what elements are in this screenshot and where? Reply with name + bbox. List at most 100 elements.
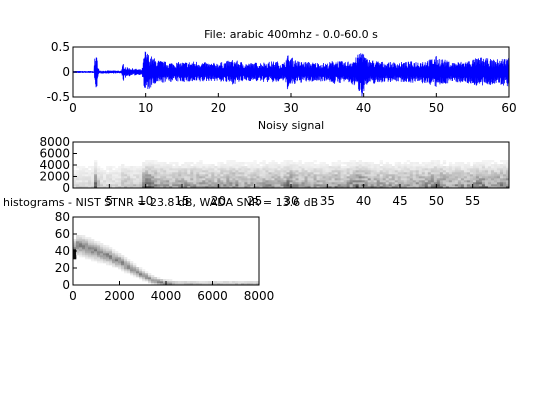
spectrogram-cell — [349, 164, 353, 167]
spectrogram-cell — [214, 184, 218, 187]
spectrogram-cell — [421, 176, 426, 179]
spectrogram-cell — [334, 182, 338, 185]
spectrogram-cell — [397, 180, 402, 183]
spectrogram-cell — [388, 168, 393, 171]
spectrogram-cell — [226, 162, 230, 165]
histogram-cell — [148, 277, 152, 280]
spectrogram-cell — [385, 178, 390, 181]
spectrogram-cell — [403, 176, 408, 179]
spectrogram-cell — [271, 182, 275, 185]
spectrogram-cell — [190, 172, 194, 175]
spectrogram-cell — [505, 186, 510, 189]
histogram-ytick-label: 60 — [55, 227, 70, 241]
spectrogram-cell — [253, 164, 257, 167]
spectrogram-ytick-label: 8000 — [39, 135, 70, 149]
spectrogram-cell — [148, 176, 152, 179]
spectrogram-cell — [265, 186, 269, 189]
spectrogram-cell — [244, 182, 248, 185]
spectrogram-cell — [442, 182, 447, 185]
spectrogram-cell — [316, 184, 320, 187]
spectrogram-cell — [343, 162, 347, 165]
histogram-cell — [232, 283, 236, 286]
spectrogram-cell — [115, 178, 119, 181]
histogram-cell — [85, 249, 89, 252]
spectrogram-cell — [493, 178, 498, 181]
spectrogram-cell — [292, 174, 296, 177]
spectrogram-cell — [427, 172, 432, 175]
spectrogram-cell — [376, 170, 381, 173]
spectrogram-cell — [343, 184, 347, 187]
histogram-cell — [91, 255, 95, 258]
spectrogram-cell — [355, 176, 359, 179]
spectrogram-cell — [298, 174, 302, 177]
spectrogram-cell — [241, 170, 245, 173]
spectrogram-cell — [211, 166, 215, 169]
spectrogram-cell — [481, 184, 486, 187]
spectrogram-cell — [463, 180, 468, 183]
spectrogram-cell — [118, 174, 122, 177]
spectrogram-cell — [391, 170, 396, 173]
spectrogram-cell — [253, 160, 257, 163]
spectrogram-cell — [172, 184, 176, 187]
histogram-cell — [82, 237, 86, 240]
histogram-cell — [166, 283, 170, 286]
spectrogram-cell — [487, 180, 492, 183]
spectrogram-cell — [178, 174, 182, 177]
spectrogram-cell — [478, 180, 483, 183]
spectrogram-cell — [499, 174, 504, 177]
histogram-cell — [253, 281, 257, 284]
histogram-cell — [250, 281, 254, 284]
spectrogram-cell — [436, 174, 441, 177]
histogram-cell — [127, 265, 131, 268]
spectrogram-cell — [370, 186, 374, 189]
histogram-cell — [151, 281, 155, 284]
spectrogram-cell — [268, 184, 272, 187]
spectrogram-cell — [502, 166, 507, 169]
spectrogram-cell — [367, 184, 371, 187]
spectrogram-cell — [457, 178, 462, 181]
spectrogram-cell — [145, 174, 149, 177]
spectrogram-xtick-label: 45 — [392, 194, 407, 208]
spectrogram-cell — [235, 176, 239, 179]
spectrogram-cell — [397, 176, 402, 179]
spectrogram-cell — [232, 172, 236, 175]
spectrogram-cell — [214, 172, 218, 175]
spectrogram-cell — [139, 166, 143, 169]
spectrogram-cell — [352, 174, 356, 177]
spectrogram-cell — [304, 180, 308, 183]
histogram-cell — [106, 259, 110, 262]
spectrogram-cell — [376, 164, 381, 167]
spectrogram-cell — [244, 166, 248, 169]
spectrogram-cell — [250, 180, 254, 183]
spectrogram-cell — [337, 186, 341, 189]
spectrogram-cell — [415, 186, 420, 189]
spectrogram-cell — [241, 164, 245, 167]
spectrogram-cell — [112, 178, 116, 181]
spectrogram-cell — [106, 186, 110, 189]
spectrogram-cell — [121, 182, 125, 185]
spectrogram-cell — [364, 186, 368, 189]
spectrogram-cell — [148, 186, 152, 189]
spectrogram-cell — [229, 178, 233, 181]
spectrogram-cell — [157, 166, 161, 169]
spectrogram-cell — [211, 180, 215, 183]
spectrogram-cell — [409, 172, 414, 175]
spectrogram-cell — [259, 170, 263, 173]
spectrogram-cell — [334, 162, 338, 165]
spectrogram-cell — [460, 166, 465, 169]
spectrogram-cell — [367, 174, 371, 177]
spectrogram-cell — [256, 186, 260, 189]
spectrogram-cell — [145, 184, 149, 187]
histogram-cell — [136, 267, 140, 270]
histogram-cell — [172, 283, 176, 286]
spectrogram-cell — [79, 186, 83, 189]
spectrogram-cell — [295, 168, 299, 171]
spectrogram-cell — [370, 180, 374, 183]
histogram-cell — [97, 247, 101, 250]
spectrogram-cell — [73, 184, 77, 187]
spectrogram-cell — [499, 180, 504, 183]
spectrogram-cell — [250, 164, 254, 167]
spectrogram-cell — [283, 172, 287, 175]
spectrogram-cell — [376, 180, 381, 183]
spectrogram-cell — [400, 182, 405, 185]
